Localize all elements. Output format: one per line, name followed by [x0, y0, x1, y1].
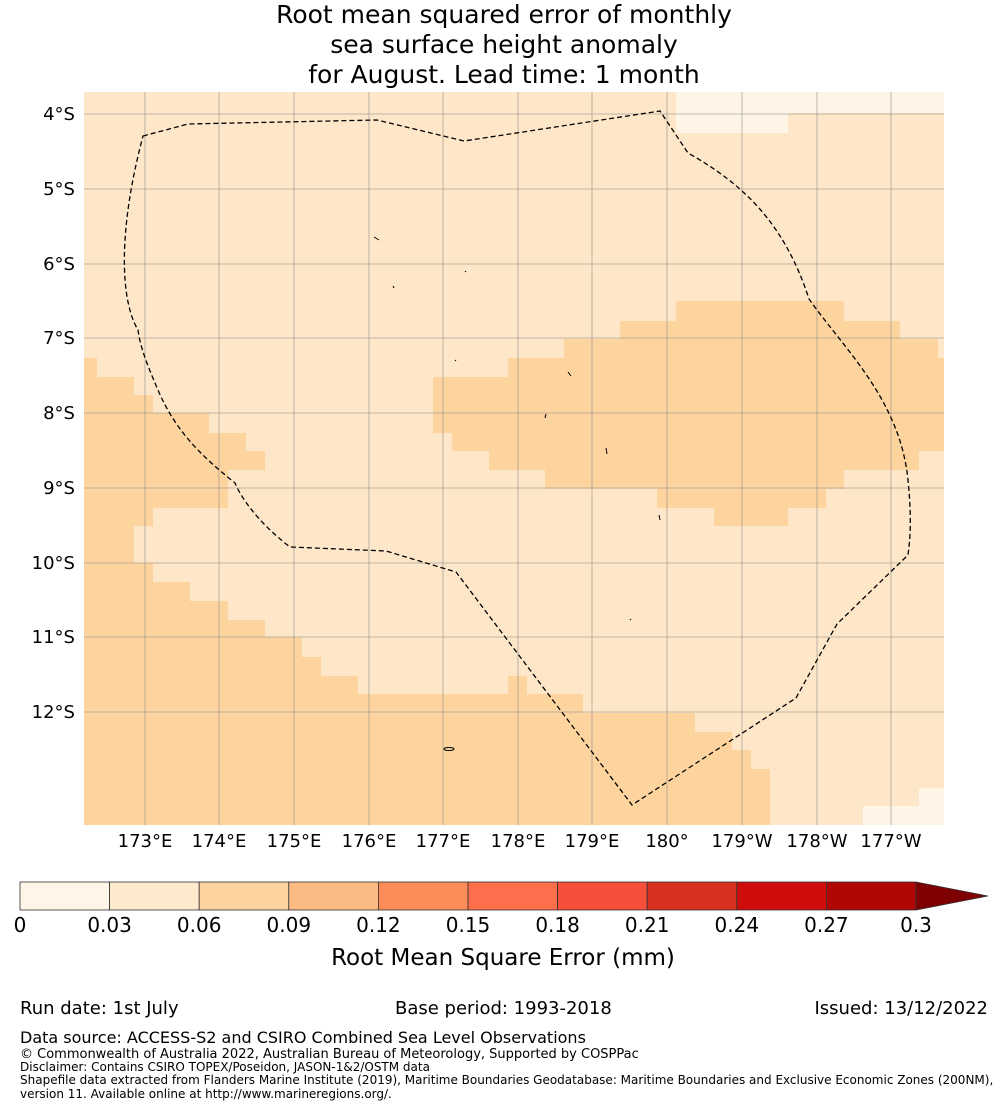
lon-label: 174°E [192, 831, 247, 852]
lon-label: 179°E [565, 831, 620, 852]
colorbar-segment [646, 881, 738, 911]
lat-label: 12°S [32, 702, 75, 723]
lat-label: 7°S [43, 328, 75, 349]
colorbar-tick-label: 0.3 [900, 913, 932, 937]
lat-label: 6°S [43, 254, 75, 275]
title-line-3: for August. Lead time: 1 month [308, 60, 700, 89]
island-mark [658, 514, 661, 521]
colorbar-segment [736, 881, 827, 911]
colorbar-segment [19, 881, 110, 911]
shapefile-credit-line-2: version 11. Available online at http://w… [20, 1087, 392, 1101]
colorbar-tick-label: 0 [14, 913, 27, 937]
eez-boundary [123, 110, 911, 806]
darker-band-southwest [84, 358, 770, 825]
lon-label: 177°E [416, 831, 471, 852]
lat-label: 10°S [32, 553, 75, 574]
lon-label: 178°W [786, 831, 847, 852]
colorbar-segment [109, 881, 200, 911]
colorbar-label: Root Mean Square Error (mm) [331, 945, 675, 971]
lon-label: 176°E [342, 831, 397, 852]
island-mark [373, 236, 380, 241]
island-mark [392, 285, 395, 289]
colorbar-segment [467, 881, 558, 911]
lon-label: 175°E [267, 831, 322, 852]
lat-label: 9°S [43, 478, 75, 499]
lon-label: 179°W [711, 831, 772, 852]
graticule [84, 92, 944, 825]
colorbar: 0 0.03 0.06 0.09 0.12 0.15 0.18 0.21 0.24 0.27 0.3… [14, 881, 989, 971]
colorbar-boxes [19, 881, 989, 911]
colorbar-tick-label: 0.21 [625, 913, 670, 937]
data-source: Data source: ACCESS-S2 and CSIRO Combine… [20, 1028, 586, 1047]
colorbar-tick-label: 0.27 [804, 913, 849, 937]
colorbar-segment [557, 881, 648, 911]
lat-tick-labels: 4°S 5°S 6°S 7°S 8°S 9°S 10°S 11°S 12°S [32, 104, 75, 723]
colorbar-extend-arrow [915, 881, 989, 911]
island-mark [544, 413, 547, 419]
lat-label: 8°S [43, 403, 75, 424]
island-mark [464, 270, 467, 273]
colorbar-tick-label: 0.12 [356, 913, 401, 937]
colorbar-segment [377, 881, 469, 911]
lon-label: 178°E [491, 831, 546, 852]
chart-title: Root mean squared error of monthly sea s… [0, 0, 1008, 90]
colorbar-tick-label: 0.03 [87, 913, 132, 937]
lon-tick-labels: 173°E 174°E 175°E 176°E 177°E 178°E 179°… [118, 831, 922, 852]
title-line-1: Root mean squared error of monthly [276, 0, 732, 29]
copyright-notice: © Commonwealth of Australia 2022, Austra… [20, 1047, 639, 1062]
island-mark [605, 447, 608, 455]
disclaimer: Disclaimer: Contains CSIRO TOPEX/Poseido… [20, 1060, 430, 1074]
lat-label: 4°S [43, 104, 75, 125]
lightest-patch-bottom [863, 788, 944, 825]
lat-label: 5°S [43, 179, 75, 200]
colorbar-segment [826, 881, 917, 911]
colorbar-tick-label: 0.09 [267, 913, 312, 937]
colorbar-tick-label: 0.06 [177, 913, 222, 937]
rmse-map: 173°E 174°E 175°E 176°E 177°E 178°E 179°… [32, 92, 944, 852]
island-mark [443, 747, 455, 751]
islands [373, 236, 661, 751]
title-line-2: sea surface height anomaly [330, 30, 678, 59]
colorbar-tick-label: 0.15 [446, 913, 491, 937]
base-period: Base period: 1993-2018 [395, 998, 612, 1019]
lightest-patch-top [676, 92, 944, 133]
colorbar-tick-label: 0.18 [535, 913, 580, 937]
issued-date: Issued: 13/12/2022 [814, 998, 988, 1019]
island-mark [454, 359, 457, 362]
darker-band-east [433, 301, 944, 526]
run-date: Run date: 1st July [20, 998, 179, 1019]
island-mark [629, 618, 632, 621]
colorbar-segment [198, 881, 290, 911]
island-mark [567, 371, 572, 377]
lon-label: 173°E [118, 831, 173, 852]
lon-label: 180° [645, 831, 688, 852]
lat-label: 11°S [32, 627, 75, 648]
colorbar-tick-label: 0.24 [715, 913, 760, 937]
lon-label: 177°W [860, 831, 921, 852]
colorbar-tick-labels: 0 0.03 0.06 0.09 0.12 0.15 0.18 0.21 0.24 0.27 0.3 [14, 913, 932, 937]
shapefile-credit-line-1: Shapefile data extracted from Flanders M… [20, 1073, 994, 1087]
colorbar-segment [288, 881, 379, 911]
